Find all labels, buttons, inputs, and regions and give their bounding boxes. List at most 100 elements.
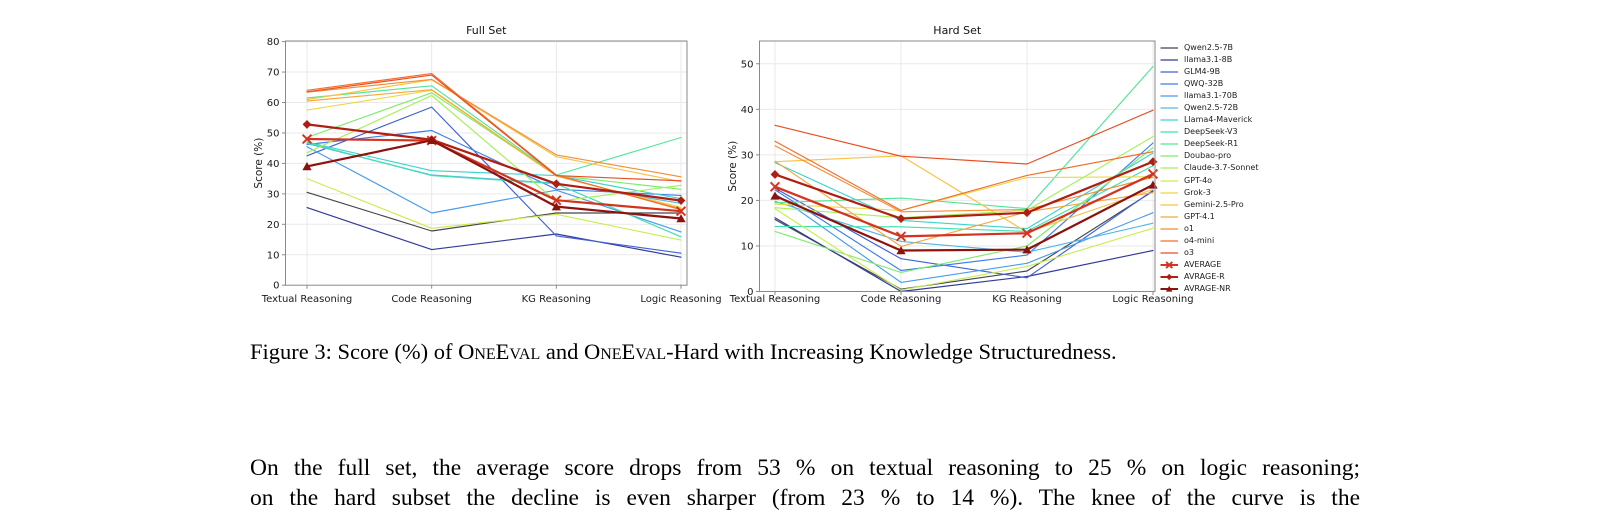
- x-tick-label: Logic Reasoning: [640, 294, 721, 305]
- legend-label: AVRAGE-NR: [1184, 283, 1231, 293]
- triangle-marker: [1022, 245, 1032, 254]
- legend-item-GPT-4.1: GPT-4.1: [1160, 211, 1258, 223]
- legend-label: GPT-4.1: [1184, 211, 1215, 221]
- body-text: On the full set, the average score drops…: [250, 454, 1360, 513]
- legend-swatch: [1160, 273, 1178, 281]
- legend-swatch: [1160, 167, 1178, 170]
- legend-swatch: [1160, 191, 1178, 194]
- triangle-marker: [676, 214, 686, 223]
- legend-swatch: [1160, 59, 1178, 61]
- legend-swatch: [1160, 131, 1178, 133]
- legend-swatch: [1160, 143, 1178, 146]
- series-line-DeepSeek-R1: [306, 85, 682, 176]
- series-line-AVRAGE-NR: [305, 139, 683, 220]
- diamond-marker: [1022, 208, 1032, 218]
- legend-item-Claude-3.7-Sonnet: Claude-3.7-Sonnet: [1160, 162, 1258, 174]
- series-line-o3: [774, 109, 1154, 165]
- triangle-marker: [427, 135, 437, 145]
- legend-item-AVRAGE-NR: AVRAGE-NR: [1160, 283, 1258, 295]
- series-line-AVRAGE-R: [305, 123, 683, 202]
- legend-label: AVRAGE-R: [1184, 271, 1225, 281]
- legend-label: llama3.1-8B: [1184, 55, 1233, 65]
- series-line-AVRAGE-NR: [773, 183, 1155, 252]
- legend-swatch: [1160, 119, 1178, 121]
- legend-item-DeepSeek-R1: DeepSeek-R1: [1160, 138, 1258, 150]
- series-line-o4-mini: [774, 140, 1154, 211]
- legend-label: Doubao-pro: [1184, 151, 1232, 161]
- plot-border: [759, 40, 1156, 292]
- triangle-marker: [1165, 285, 1173, 292]
- x-marker: [551, 195, 562, 206]
- diamond-marker: [770, 170, 780, 179]
- legend-label: AVERAGE: [1184, 259, 1222, 269]
- y-tick-label: 30: [267, 189, 280, 200]
- legend-item-Qwen2.5-7B: Qwen2.5-7B: [1160, 42, 1258, 54]
- chart-legend: Qwen2.5-7B llama3.1-8B GLM4-9B QWQ-32B llama…: [1160, 42, 1258, 295]
- series-line-Qwen2.5-7B: [774, 190, 1154, 290]
- legend-item-QWQ-32B: QWQ-32B: [1160, 78, 1258, 90]
- x-tick-label: Textual Reasoning: [261, 294, 353, 305]
- figure-3-charts: 0 10 20 30 40 50 60 70 80 Textual Reasoning Code R…: [253, 24, 1194, 305]
- legend-swatch: [1160, 83, 1178, 85]
- legend-item-llama3.1-8B: llama3.1-8B: [1160, 54, 1258, 66]
- body-line-1: On the full set, the average score drops…: [250, 455, 1360, 481]
- y-tick-label: 50: [741, 59, 754, 70]
- legend-label: o3: [1184, 247, 1194, 257]
- y-tick-label: 40: [267, 159, 280, 170]
- x-tick-label: Logic Reasoning: [1112, 294, 1193, 305]
- caption-text: -Hard with Increasing Knowledge Structur…: [666, 339, 1117, 364]
- y-tick-label: 80: [267, 37, 280, 48]
- x-tick-label: Code Reasoning: [861, 294, 942, 305]
- legend-item-AVERAGE: AVERAGE: [1160, 259, 1258, 271]
- caption-text: and: [540, 339, 584, 364]
- legend-item-Qwen2.5-72B: Qwen2.5-72B: [1160, 102, 1258, 114]
- triangle-marker: [896, 246, 906, 255]
- y-tick-label: 10: [267, 250, 280, 261]
- legend-item-DeepSeek-V3: DeepSeek-V3: [1160, 126, 1258, 138]
- triangle-marker: [770, 191, 780, 200]
- series-line-llama3.1-70B: [306, 146, 682, 233]
- series-line-o1: [774, 145, 1154, 213]
- legend-swatch: [1160, 285, 1178, 292]
- series-line-Doubao-pro: [306, 92, 682, 190]
- chart-title: Hard Set: [933, 24, 982, 37]
- legend-swatch: [1160, 216, 1178, 218]
- triangle-marker: [302, 162, 312, 171]
- legend-item-o4-mini: o4-mini: [1160, 235, 1258, 247]
- x-tick-label: Code Reasoning: [391, 294, 472, 305]
- legend-item-Llama4-Maverick: Llama4-Maverick: [1160, 114, 1258, 126]
- y-tick-label: 10: [741, 241, 754, 252]
- x-marker: [675, 206, 687, 217]
- chart-title: Full Set: [466, 24, 507, 37]
- legend-label: Claude-3.7-Sonnet: [1184, 163, 1259, 173]
- x-marker: [1147, 168, 1159, 180]
- legend-label: llama3.1-70B: [1184, 91, 1238, 101]
- series-line-llama3.1-8B: [774, 217, 1154, 293]
- series-line-AVRAGE-R: [773, 160, 1155, 220]
- x-tick-label: KG Reasoning: [992, 294, 1061, 305]
- y-tick-label: 40: [741, 105, 754, 116]
- diamond-marker: [676, 196, 686, 205]
- legend-swatch: [1160, 71, 1178, 73]
- legend-swatch: [1160, 155, 1178, 158]
- legend-label: DeepSeek-R1: [1184, 139, 1239, 149]
- legend-label: QWQ-32B: [1184, 79, 1224, 89]
- diamond-marker: [1166, 273, 1173, 281]
- x-marker: [769, 181, 781, 192]
- y-axis-label: Score (%): [253, 138, 265, 189]
- hard-set-plot: 0 10 20 30 40 50 Textual Reasoning Code Reasoni…: [727, 24, 1194, 305]
- series-line-GPT-4.1: [774, 160, 1154, 247]
- legend-label: Qwen2.5-7B: [1184, 43, 1234, 53]
- triangle-marker: [551, 202, 561, 211]
- y-tick-label: 0: [273, 281, 279, 292]
- full-set-plot: 0 10 20 30 40 50 60 70 80 Textual Reasoning Code R…: [253, 24, 722, 305]
- legend-item-Gemini-2.5-Pro: Gemini-2.5-Pro: [1160, 199, 1258, 211]
- y-axis-label: Score (%): [727, 141, 739, 192]
- series-line-DeepSeek-V3: [306, 142, 682, 238]
- y-tick-label: 20: [267, 220, 280, 231]
- legend-label: Qwen2.5-72B: [1184, 103, 1239, 113]
- y-tick-label: 20: [741, 196, 754, 207]
- legend-swatch: [1160, 252, 1178, 254]
- legend-label: GLM4-9B: [1184, 67, 1221, 77]
- series-line-AVERAGE: [773, 172, 1155, 238]
